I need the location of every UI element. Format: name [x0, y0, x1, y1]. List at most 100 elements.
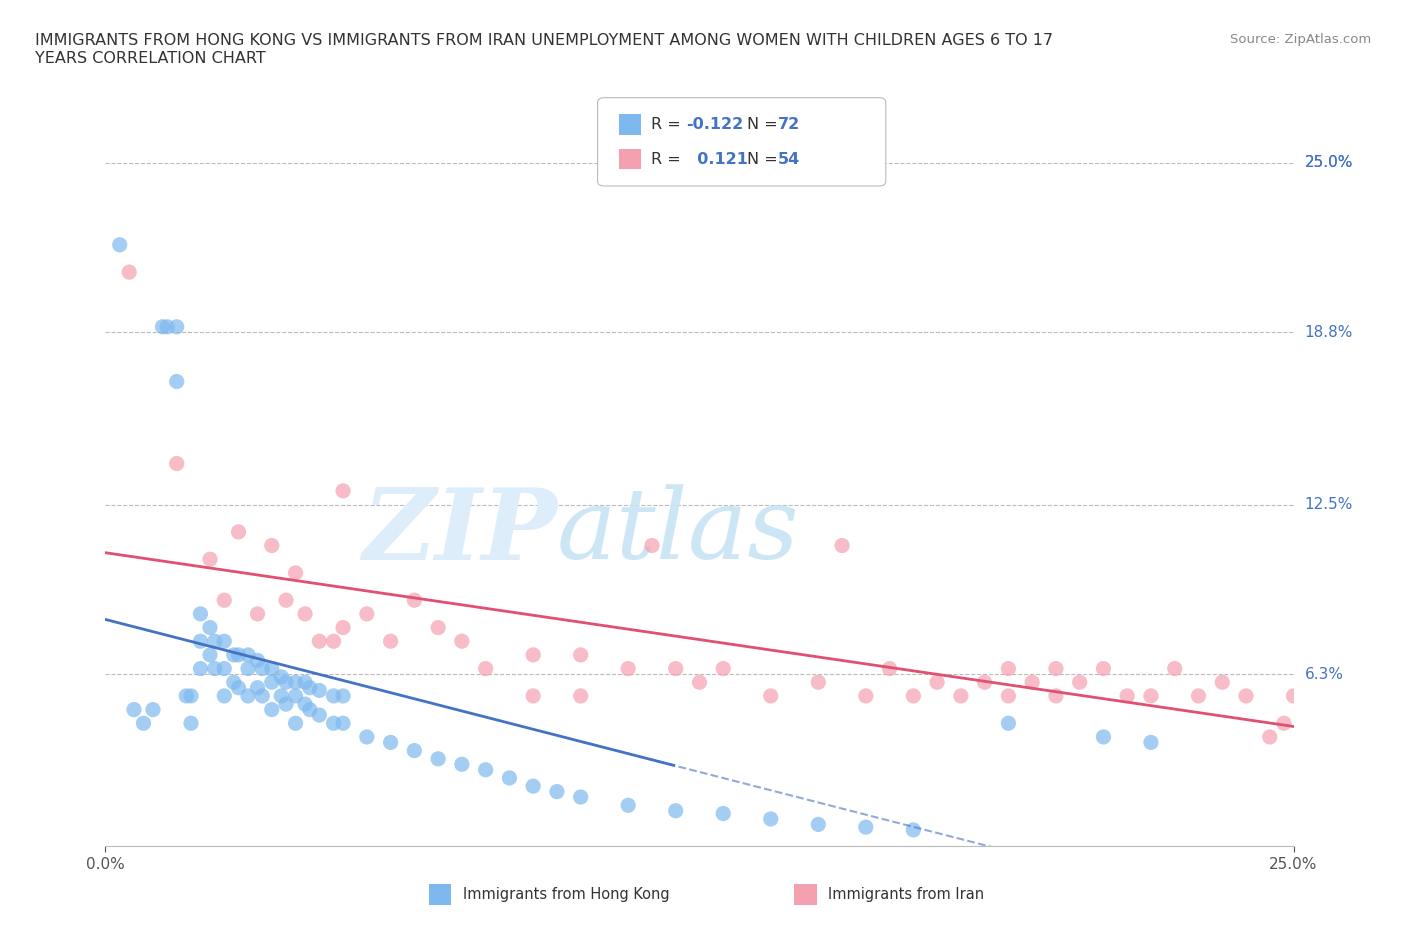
- Point: [1069, 675, 1091, 690]
- Point: [322, 688, 344, 703]
- Text: 25.0%: 25.0%: [1305, 155, 1353, 170]
- Point: [236, 661, 259, 676]
- Point: [711, 806, 734, 821]
- Point: [298, 702, 321, 717]
- Point: [332, 620, 354, 635]
- Point: [274, 675, 297, 690]
- Point: [274, 592, 297, 607]
- Point: [855, 688, 877, 703]
- Text: 0.121: 0.121: [686, 152, 748, 166]
- Point: [1092, 729, 1115, 744]
- Point: [228, 680, 250, 695]
- Point: [152, 319, 174, 334]
- Point: [222, 675, 245, 690]
- Point: [807, 675, 830, 690]
- Point: [855, 819, 877, 834]
- Point: [1045, 661, 1067, 676]
- Point: [973, 675, 995, 690]
- Point: [949, 688, 972, 703]
- Point: [122, 702, 145, 717]
- Point: [1140, 688, 1163, 703]
- Point: [332, 716, 354, 731]
- Point: [298, 680, 321, 695]
- Point: [214, 661, 236, 676]
- Point: [214, 634, 236, 649]
- Point: [903, 822, 925, 837]
- Point: [180, 716, 202, 731]
- Point: [569, 790, 592, 804]
- Point: [284, 675, 307, 690]
- Point: [617, 661, 640, 676]
- Point: [236, 688, 259, 703]
- Point: [132, 716, 155, 731]
- Point: [997, 716, 1019, 731]
- Point: [665, 804, 688, 818]
- Point: [270, 688, 292, 703]
- Point: [166, 374, 188, 389]
- Text: N =: N =: [747, 152, 783, 166]
- Point: [474, 763, 496, 777]
- Point: [759, 812, 782, 827]
- Text: YEARS CORRELATION CHART: YEARS CORRELATION CHART: [35, 51, 266, 66]
- Point: [427, 751, 450, 766]
- Point: [1258, 729, 1281, 744]
- Point: [404, 743, 426, 758]
- Point: [252, 661, 274, 676]
- Point: [236, 647, 259, 662]
- Point: [308, 634, 330, 649]
- Point: [569, 688, 592, 703]
- Point: [1282, 688, 1305, 703]
- Point: [246, 680, 269, 695]
- Point: [214, 592, 236, 607]
- Point: [689, 675, 711, 690]
- Point: [228, 647, 250, 662]
- Point: [498, 770, 520, 785]
- Point: [332, 484, 354, 498]
- Point: [356, 729, 378, 744]
- Point: [198, 620, 221, 635]
- Point: [270, 670, 292, 684]
- Point: [1092, 661, 1115, 676]
- Point: [380, 634, 402, 649]
- Text: ZIP: ZIP: [361, 484, 557, 580]
- Text: 6.3%: 6.3%: [1305, 667, 1344, 682]
- Point: [997, 688, 1019, 703]
- Text: Immigrants from Hong Kong: Immigrants from Hong Kong: [463, 887, 669, 902]
- Point: [228, 525, 250, 539]
- Text: 12.5%: 12.5%: [1305, 497, 1353, 512]
- Point: [404, 592, 426, 607]
- Point: [380, 735, 402, 750]
- Point: [198, 647, 221, 662]
- Point: [1234, 688, 1257, 703]
- Point: [308, 708, 330, 723]
- Point: [1211, 675, 1233, 690]
- Point: [142, 702, 165, 717]
- Point: [1187, 688, 1209, 703]
- Point: [260, 675, 283, 690]
- Point: [641, 538, 664, 553]
- Point: [356, 606, 378, 621]
- Point: [997, 661, 1019, 676]
- Point: [1021, 675, 1043, 690]
- Point: [190, 606, 212, 621]
- Text: R =: R =: [651, 117, 686, 132]
- Text: IMMIGRANTS FROM HONG KONG VS IMMIGRANTS FROM IRAN UNEMPLOYMENT AMONG WOMEN WITH : IMMIGRANTS FROM HONG KONG VS IMMIGRANTS …: [35, 33, 1053, 47]
- Text: 72: 72: [778, 117, 800, 132]
- Point: [759, 688, 782, 703]
- Point: [166, 456, 188, 471]
- Point: [294, 697, 316, 711]
- Point: [204, 661, 226, 676]
- Point: [879, 661, 901, 676]
- Point: [180, 688, 202, 703]
- Point: [108, 237, 131, 252]
- Point: [322, 716, 344, 731]
- Point: [807, 817, 830, 831]
- Point: [831, 538, 853, 553]
- Point: [246, 653, 269, 668]
- Text: -0.122: -0.122: [686, 117, 744, 132]
- Point: [260, 538, 283, 553]
- Point: [617, 798, 640, 813]
- Text: Source: ZipAtlas.com: Source: ZipAtlas.com: [1230, 33, 1371, 46]
- Point: [1045, 688, 1067, 703]
- Point: [284, 688, 307, 703]
